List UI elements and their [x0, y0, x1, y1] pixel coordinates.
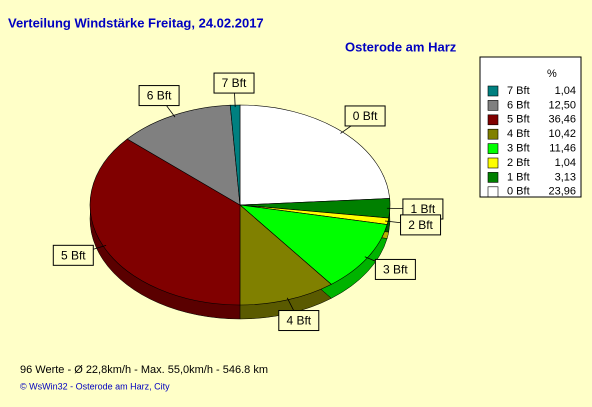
legend-value: 1,04	[555, 157, 576, 169]
legend-value: 36,46	[548, 114, 576, 126]
slice-label: 0 Bft	[353, 109, 378, 123]
label-box	[400, 214, 442, 236]
slice-label: 7 Bft	[222, 76, 247, 90]
legend-value: 10,42	[548, 128, 576, 140]
legend-swatch	[487, 172, 499, 183]
slice-label: 4 Bft	[286, 314, 311, 328]
legend-label: 5 Bft	[507, 114, 530, 126]
legend-value: 12,50	[548, 99, 576, 111]
label-box	[138, 85, 180, 107]
legend-label: 4 Bft	[507, 128, 530, 140]
label-box	[374, 258, 416, 280]
legend-value: 23,96	[548, 186, 576, 198]
label-box	[213, 72, 255, 94]
legend-label: 6 Bft	[507, 99, 530, 111]
label-box	[278, 310, 320, 332]
footer: 96 Werte - Ø 22,8km/h - Max. 55,0km/h - …	[20, 364, 268, 376]
slice-label: 1 Bft	[411, 202, 436, 216]
legend-label: 2 Bft	[507, 157, 530, 169]
slice-label: 3 Bft	[383, 263, 408, 277]
chart-subtitle: Osterode am Harz	[345, 39, 457, 54]
legend-value: 11,46	[549, 143, 576, 155]
legend-label: 1 Bft	[507, 171, 530, 183]
legend-swatch	[487, 100, 499, 111]
legend-swatch	[487, 85, 499, 97]
chart-title: Verteilung Windstärke Freitag, 24.02.201…	[8, 15, 264, 30]
legend-swatch	[487, 157, 499, 169]
legend-swatch	[487, 114, 499, 126]
slice-label: 5 Bft	[61, 248, 86, 262]
legend-swatch	[487, 186, 499, 198]
legend-label: 7 Bft	[507, 85, 530, 97]
legend-label: 0 Bft	[507, 186, 530, 198]
credit: © WsWin32 - Osterode am Harz, City	[20, 381, 170, 391]
slice-label: 2 Bft	[408, 218, 433, 232]
label-box	[52, 244, 94, 266]
legend-swatch	[487, 128, 499, 140]
legend-value: 3,13	[555, 171, 576, 183]
legend-header: %	[547, 68, 557, 80]
legend-swatch	[487, 143, 499, 154]
legend-label: 3 Bft	[507, 143, 530, 155]
label-box	[344, 105, 386, 127]
legend-value: 1,04	[555, 85, 576, 97]
slice-label: 6 Bft	[147, 89, 172, 103]
